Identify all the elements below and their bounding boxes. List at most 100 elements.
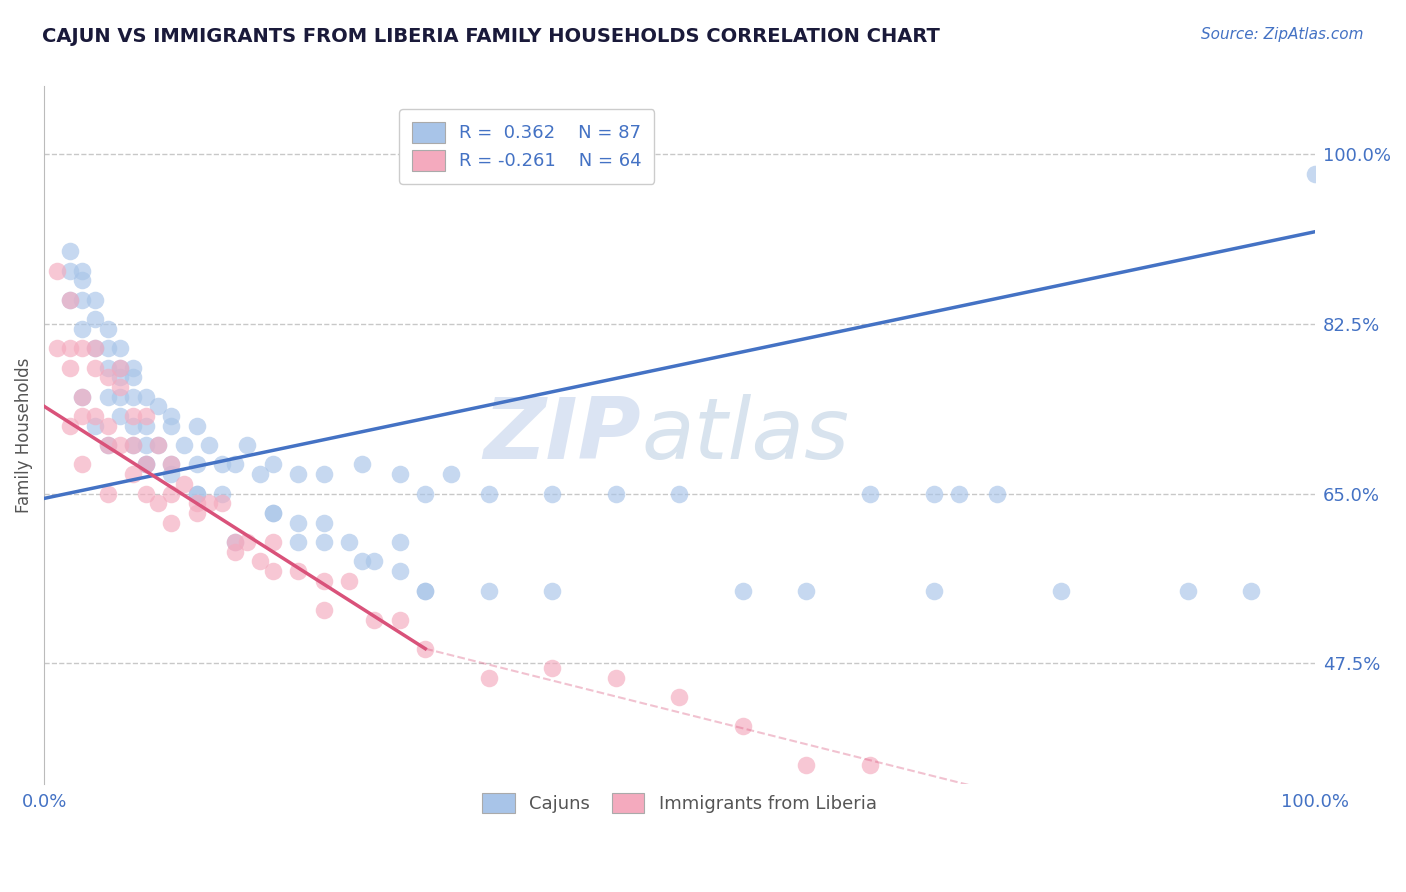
- Point: [541, 486, 564, 500]
- Point: [668, 486, 690, 500]
- Point: [148, 496, 170, 510]
- Point: [186, 496, 208, 510]
- Point: [948, 486, 970, 500]
- Point: [70, 273, 93, 287]
- Point: [160, 486, 183, 500]
- Point: [84, 312, 107, 326]
- Point: [337, 535, 360, 549]
- Point: [388, 613, 411, 627]
- Point: [186, 506, 208, 520]
- Point: [350, 458, 373, 472]
- Y-axis label: Family Households: Family Households: [15, 358, 32, 513]
- Point: [224, 535, 246, 549]
- Point: [97, 486, 120, 500]
- Point: [186, 486, 208, 500]
- Point: [1303, 855, 1326, 869]
- Point: [135, 486, 157, 500]
- Point: [1240, 583, 1263, 598]
- Point: [148, 438, 170, 452]
- Point: [135, 458, 157, 472]
- Point: [58, 293, 80, 307]
- Point: [337, 574, 360, 588]
- Point: [122, 390, 145, 404]
- Point: [986, 806, 1008, 821]
- Point: [1049, 826, 1071, 840]
- Point: [1177, 583, 1199, 598]
- Point: [70, 263, 93, 277]
- Point: [478, 583, 501, 598]
- Point: [110, 370, 132, 384]
- Point: [58, 341, 80, 355]
- Point: [413, 583, 436, 598]
- Point: [122, 438, 145, 452]
- Point: [70, 322, 93, 336]
- Point: [97, 438, 120, 452]
- Point: [70, 390, 93, 404]
- Point: [160, 516, 183, 530]
- Point: [84, 341, 107, 355]
- Point: [110, 360, 132, 375]
- Point: [541, 661, 564, 675]
- Point: [287, 467, 309, 482]
- Point: [478, 671, 501, 685]
- Point: [160, 409, 183, 423]
- Point: [224, 535, 246, 549]
- Point: [922, 583, 945, 598]
- Point: [186, 458, 208, 472]
- Point: [110, 341, 132, 355]
- Point: [122, 360, 145, 375]
- Point: [58, 263, 80, 277]
- Point: [413, 486, 436, 500]
- Point: [97, 418, 120, 433]
- Point: [58, 360, 80, 375]
- Point: [110, 360, 132, 375]
- Point: [312, 603, 335, 617]
- Point: [122, 467, 145, 482]
- Point: [859, 486, 882, 500]
- Point: [363, 613, 385, 627]
- Point: [160, 467, 183, 482]
- Point: [541, 583, 564, 598]
- Point: [478, 486, 501, 500]
- Point: [1112, 855, 1135, 869]
- Point: [262, 458, 284, 472]
- Point: [97, 341, 120, 355]
- Point: [363, 554, 385, 568]
- Point: [388, 564, 411, 578]
- Point: [97, 438, 120, 452]
- Point: [97, 390, 120, 404]
- Text: Source: ZipAtlas.com: Source: ZipAtlas.com: [1201, 27, 1364, 42]
- Point: [186, 418, 208, 433]
- Point: [312, 467, 335, 482]
- Point: [312, 516, 335, 530]
- Point: [135, 390, 157, 404]
- Point: [110, 438, 132, 452]
- Point: [97, 370, 120, 384]
- Point: [262, 535, 284, 549]
- Point: [84, 418, 107, 433]
- Point: [58, 418, 80, 433]
- Point: [922, 787, 945, 801]
- Point: [70, 458, 93, 472]
- Point: [135, 458, 157, 472]
- Point: [796, 583, 818, 598]
- Point: [45, 341, 67, 355]
- Point: [160, 458, 183, 472]
- Point: [731, 583, 754, 598]
- Point: [135, 418, 157, 433]
- Point: [249, 554, 271, 568]
- Point: [605, 671, 627, 685]
- Point: [312, 535, 335, 549]
- Point: [110, 390, 132, 404]
- Point: [287, 564, 309, 578]
- Point: [110, 409, 132, 423]
- Point: [122, 409, 145, 423]
- Point: [198, 438, 221, 452]
- Point: [388, 467, 411, 482]
- Point: [922, 486, 945, 500]
- Point: [413, 641, 436, 656]
- Point: [224, 545, 246, 559]
- Point: [859, 758, 882, 772]
- Point: [70, 293, 93, 307]
- Point: [160, 418, 183, 433]
